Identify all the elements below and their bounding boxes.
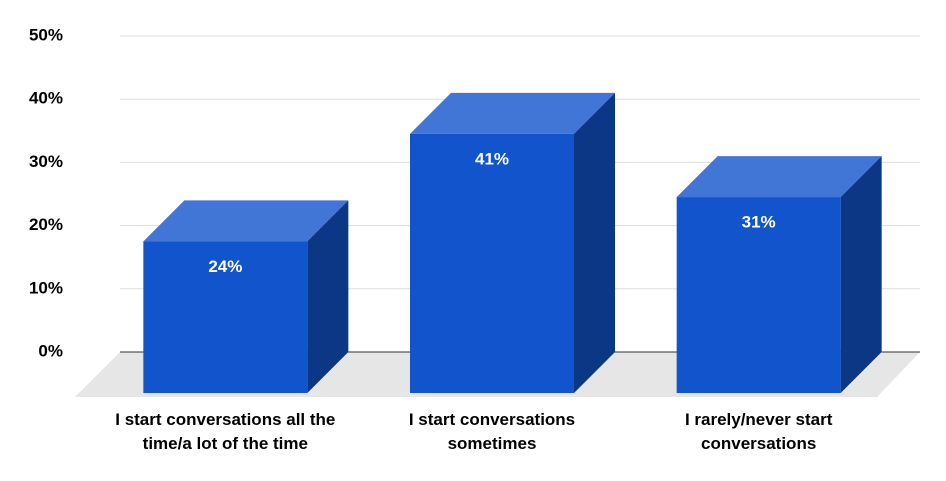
y-tick-label: 0%: [38, 341, 63, 360]
bar-top: [410, 92, 615, 134]
value-label: 24%: [208, 257, 242, 276]
bar: [410, 133, 574, 393]
y-tick-label: 50%: [29, 25, 63, 44]
x-tick-label: I rarely/never start conversations: [684, 410, 833, 453]
bar: [143, 241, 308, 393]
bar-side: [307, 200, 349, 393]
bar-side: [574, 92, 615, 393]
x-tick-label: I start conversations sometimes: [408, 410, 576, 453]
x-tick-label: I start conversations all the time/a lot…: [115, 410, 336, 453]
y-tick-label: 10%: [29, 278, 63, 297]
y-tick-label: 30%: [29, 152, 63, 171]
bar: [676, 197, 841, 393]
value-label: 31%: [742, 213, 776, 232]
y-tick-label: 40%: [29, 89, 63, 108]
bar-top: [676, 156, 882, 198]
y-tick-label: 20%: [29, 215, 63, 234]
bar-top: [143, 200, 349, 242]
bar-side: [840, 156, 882, 393]
value-label: 41%: [475, 149, 509, 168]
